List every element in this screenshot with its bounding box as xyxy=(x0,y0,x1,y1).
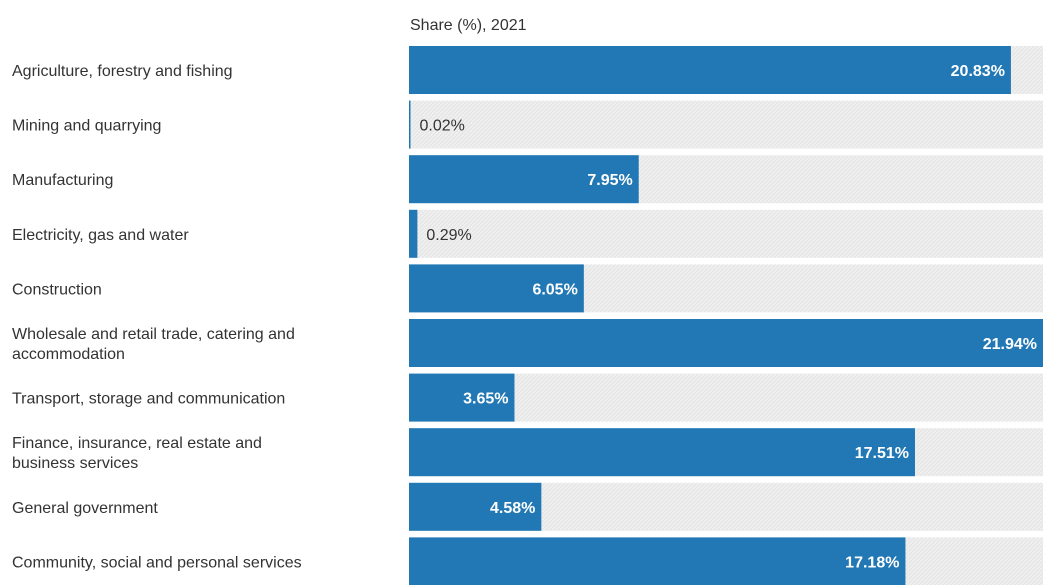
bar xyxy=(409,537,906,585)
category-label: Manufacturing xyxy=(12,172,113,189)
value-label: 20.83% xyxy=(951,63,1005,80)
bar-track xyxy=(409,373,1043,422)
bar xyxy=(409,46,1011,94)
value-label: 6.05% xyxy=(532,281,577,298)
value-label: 17.18% xyxy=(845,554,899,571)
value-label: 21.94% xyxy=(983,336,1037,353)
value-label: 7.95% xyxy=(587,172,632,189)
category-label: Community, social and personal services xyxy=(12,554,302,571)
value-label: 0.29% xyxy=(426,227,471,244)
value-label: 4.58% xyxy=(490,500,535,517)
bar xyxy=(409,264,584,313)
category-label: Transport, storage and communication xyxy=(12,391,285,408)
bar xyxy=(409,373,515,422)
category-label: Electricity, gas and water xyxy=(12,227,189,244)
value-label: 17.51% xyxy=(855,445,909,462)
bar xyxy=(409,428,915,477)
category-label: Mining and quarrying xyxy=(12,118,161,135)
bar-track xyxy=(409,100,1043,149)
category-label: General government xyxy=(12,500,158,517)
bar-rows: Agriculture, forestry and fishing 20.83% M… xyxy=(12,46,1043,585)
category-label: Construction xyxy=(12,281,102,298)
category-label: Agriculture, forestry and fishing xyxy=(12,63,233,80)
bar xyxy=(409,100,411,149)
category-label: Finance, insurance, real estate and busin… xyxy=(12,435,262,472)
bar xyxy=(409,319,1043,367)
value-label: 0.02% xyxy=(420,118,465,135)
category-label: Wholesale and retail trade, catering and… xyxy=(12,326,295,363)
bar-track xyxy=(409,209,1043,258)
bar xyxy=(409,482,542,531)
bar xyxy=(409,155,639,204)
bar xyxy=(409,209,418,258)
series-header-label: Share (%), 2021 xyxy=(410,17,527,34)
value-label: 3.65% xyxy=(463,391,508,408)
